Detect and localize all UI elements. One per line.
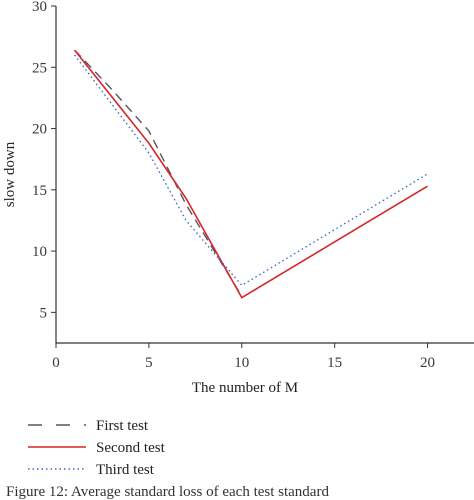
- y-tick-label: 5: [40, 305, 48, 321]
- y-axis-label: slow down: [2, 141, 18, 207]
- y-ticks: 5 10 15 20 25 30: [32, 0, 56, 321]
- x-tick-label: 5: [145, 355, 153, 371]
- x-tick-label: 15: [327, 355, 342, 371]
- figure-caption: Figure 12: Average standard loss of each…: [6, 484, 329, 500]
- y-tick-label: 30: [32, 0, 47, 15]
- axes: [55, 6, 474, 344]
- legend-label-1: First test: [96, 418, 149, 434]
- x-tick-label: 10: [234, 355, 249, 371]
- y-tick-label: 15: [32, 183, 47, 199]
- legend-label-3: Third test: [96, 462, 155, 478]
- x-ticks: 0 5 10 15 20: [52, 343, 435, 371]
- y-tick-label: 20: [32, 122, 47, 138]
- y-tick-label: 25: [32, 60, 47, 76]
- series-line-3: [74, 54, 428, 287]
- legend: First test Second test Third test: [28, 418, 166, 478]
- x-tick-label: 0: [52, 355, 60, 371]
- legend-label-2: Second test: [96, 440, 166, 456]
- x-tick-label: 20: [420, 355, 435, 371]
- series-line-2: [73, 49, 428, 299]
- series-group: [73, 49, 428, 299]
- y-tick-label: 10: [32, 244, 47, 260]
- x-axis-label: The number of M: [192, 380, 298, 396]
- series-line-1: [74, 49, 243, 297]
